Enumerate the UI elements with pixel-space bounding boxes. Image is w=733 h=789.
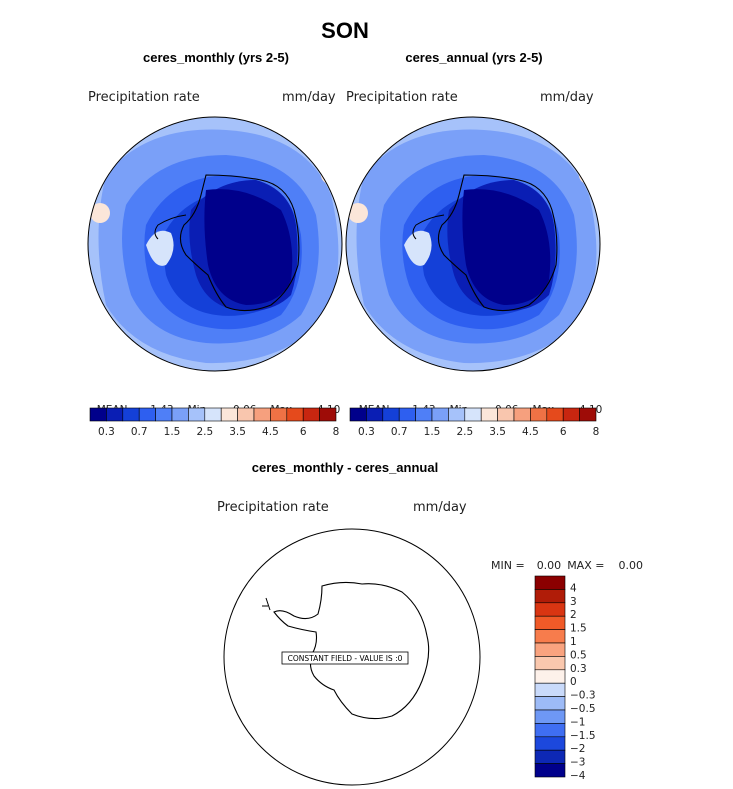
colorbar-tick-label: 1.5 xyxy=(570,623,587,635)
panel-left-subtitle: ceres_monthly (yrs 2-5) xyxy=(143,50,289,65)
colorbar-tick-label: 4.5 xyxy=(522,426,539,438)
colorbar-swatch xyxy=(188,407,206,422)
colorbar-tick-label: 0.5 xyxy=(570,649,587,661)
max-label: MAX = xyxy=(567,559,605,572)
panel-left-units: mm/day xyxy=(282,90,336,105)
colorbar-swatch xyxy=(122,407,140,422)
colorbar-tick-label: 3 xyxy=(570,596,577,608)
difference-minmax: MIN = 0.00 MAX = 0.00 xyxy=(484,546,643,572)
colorbar-swatch xyxy=(534,749,566,764)
difference-subtitle: ceres_monthly - ceres_annual xyxy=(251,460,439,475)
colorbar-swatch xyxy=(448,407,466,422)
colorbar-swatch xyxy=(562,407,580,422)
colorbar-swatch xyxy=(513,407,531,422)
colorbar-tick-label: 0.3 xyxy=(358,426,375,438)
map-left xyxy=(87,116,343,372)
colorbar-tick-label: 0.3 xyxy=(98,426,115,438)
colorbar-swatch xyxy=(534,589,566,604)
constant-field-label: CONSTANT FIELD - VALUE IS :0 xyxy=(288,654,403,663)
colorbar-tick-label: 6 xyxy=(560,426,567,438)
colorbar-swatch xyxy=(366,407,384,422)
colorbar-swatch xyxy=(237,407,255,422)
colorbar-swatch xyxy=(534,642,566,657)
colorbar-swatch xyxy=(106,407,124,422)
colorbar-tick-label: −1.5 xyxy=(570,730,596,742)
colorbar-swatch xyxy=(415,407,433,422)
difference-variable: Precipitation rate xyxy=(217,500,329,515)
colorbar-swatch xyxy=(398,407,416,422)
colorbar-tick-label: −3 xyxy=(570,757,585,769)
colorbar-tick-label: 4.5 xyxy=(262,426,279,438)
colorbar-swatch xyxy=(530,407,548,422)
colorbar-swatch xyxy=(534,575,566,590)
difference-units: mm/day xyxy=(413,500,467,515)
colorbar-right: 0.3 0.7 1.5 2.5 3.5 4.5 6 8 xyxy=(349,407,600,438)
colorbar-tick-label: 8 xyxy=(333,426,340,438)
colorbar-tick-label: 0 xyxy=(570,676,577,688)
colorbar-swatch xyxy=(171,407,189,422)
map-difference: CONSTANT FIELD - VALUE IS :0 xyxy=(223,528,481,786)
colorbar-tick-label: 0.7 xyxy=(131,426,148,438)
colorbar-swatch xyxy=(546,407,564,422)
colorbar-tick-label: 3.5 xyxy=(229,426,246,438)
colorbar-tick-label: 6 xyxy=(300,426,307,438)
panel-right-variable: Precipitation rate xyxy=(346,90,458,105)
colorbar-swatch xyxy=(534,696,566,711)
min-value: 0.00 xyxy=(536,559,562,572)
colorbar-swatch xyxy=(534,763,566,778)
colorbar-swatch xyxy=(534,629,566,644)
colorbar-tick-label: 1.5 xyxy=(424,426,441,438)
colorbar-swatch xyxy=(534,723,566,738)
colorbar-tick-label: 8 xyxy=(593,426,600,438)
colorbar-swatch xyxy=(220,407,238,422)
colorbar-difference: 4 32 1.510.5 0.30 −0.3−0.5−1 −1.5−2 −3−4 xyxy=(534,575,596,782)
colorbar-swatch xyxy=(464,407,482,422)
min-label: MIN = xyxy=(491,559,525,572)
colorbar-swatch xyxy=(253,407,271,422)
colorbar-swatch xyxy=(497,407,515,422)
colorbar-swatch xyxy=(579,407,597,422)
panel-right-subtitle: ceres_annual (yrs 2-5) xyxy=(405,50,543,65)
colorbar-tick-label: −0.3 xyxy=(570,690,596,702)
colorbar-tick-label: −0.5 xyxy=(570,703,596,715)
colorbar-swatch xyxy=(89,407,107,422)
colorbar-tick-label: −4 xyxy=(570,770,586,782)
colorbar-tick-label: 1.5 xyxy=(164,426,181,438)
panel-left-variable: Precipitation rate xyxy=(88,90,200,105)
colorbar-swatch xyxy=(382,407,400,422)
colorbar-swatch xyxy=(349,407,367,422)
colorbar-swatch xyxy=(431,407,449,422)
colorbar-swatch xyxy=(534,669,566,684)
colorbar-swatch xyxy=(534,615,566,630)
colorbar-left: 0.3 0.7 1.5 2.5 3.5 4.5 6 8 xyxy=(89,407,340,438)
colorbar-swatch xyxy=(270,407,288,422)
colorbar-tick-label: 1 xyxy=(570,636,577,648)
colorbar-swatch xyxy=(302,407,320,422)
colorbar-swatch xyxy=(204,407,222,422)
colorbar-tick-label: 4 xyxy=(570,582,577,594)
colorbar-swatch xyxy=(155,407,173,422)
panel-right-units: mm/day xyxy=(540,90,594,105)
colorbar-swatch xyxy=(534,709,566,724)
colorbar-swatch xyxy=(138,407,156,422)
max-value: 0.00 xyxy=(618,559,643,572)
colorbar-tick-label: −1 xyxy=(570,716,585,728)
colorbar-swatch xyxy=(534,736,566,751)
colorbar-tick-label: −2 xyxy=(570,743,585,755)
colorbar-swatch xyxy=(534,682,566,697)
colorbar-tick-label: 3.5 xyxy=(489,426,506,438)
colorbar-tick-label: 0.7 xyxy=(391,426,408,438)
colorbar-swatch xyxy=(534,602,566,617)
colorbar-tick-label: 2.5 xyxy=(196,426,213,438)
colorbar-swatch xyxy=(480,407,498,422)
colorbar-swatch xyxy=(286,407,304,422)
colorbar-tick-label: 2.5 xyxy=(456,426,473,438)
colorbar-swatch xyxy=(534,656,566,671)
map-right xyxy=(345,116,601,372)
colorbar-tick-label: 0.3 xyxy=(570,663,587,675)
colorbar-tick-label: 2 xyxy=(570,609,577,621)
figure-title: SON xyxy=(321,18,369,43)
colorbar-swatch xyxy=(319,407,337,422)
